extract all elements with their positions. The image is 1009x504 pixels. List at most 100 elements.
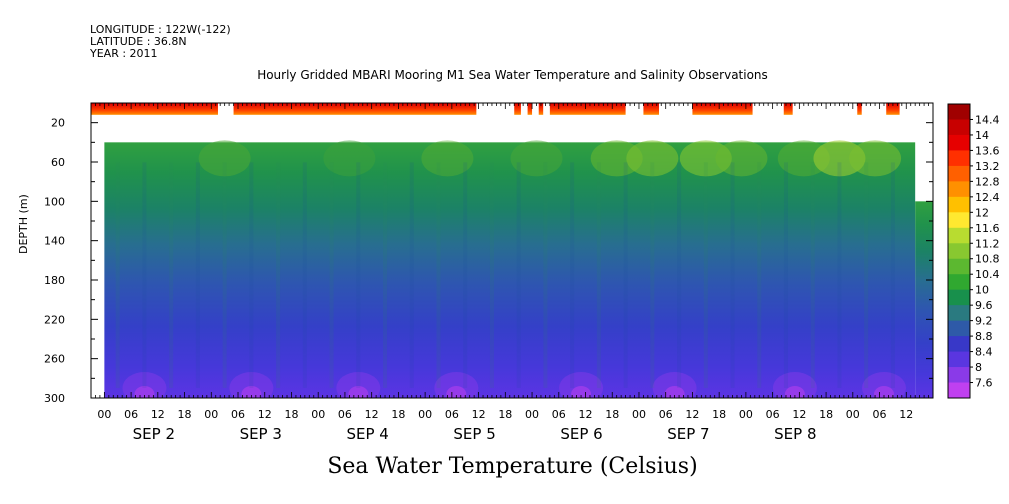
colorbar-band <box>948 289 970 306</box>
ripple-band <box>516 162 521 388</box>
x-hour-label: 00 <box>739 408 753 421</box>
colorbar-band <box>948 227 970 244</box>
colorbar-label: 10.8 <box>975 253 1000 266</box>
warm-plume-3 <box>510 140 563 177</box>
surface-segment-0 <box>91 103 218 115</box>
chart-title: Hourly Gridded MBARI Mooring M1 Sea Wate… <box>0 68 1009 82</box>
x-hour-label: 12 <box>365 408 379 421</box>
temperature-field-tail <box>915 201 933 398</box>
colorbar-band <box>948 320 970 337</box>
warm-plume-1 <box>323 140 376 177</box>
colorbar-band <box>948 351 970 368</box>
ripple-band <box>703 162 708 388</box>
ripple-band <box>276 162 281 388</box>
colorbar-band <box>948 258 970 275</box>
colorbar-band <box>948 134 970 151</box>
ripple-band <box>222 162 227 388</box>
x-hour-label: 12 <box>899 408 913 421</box>
y-tick-label: 260 <box>44 353 65 366</box>
colorbar-label: 11.6 <box>975 222 1000 235</box>
surface-segment-1 <box>233 103 477 115</box>
colorbar-frame <box>947 103 971 399</box>
cold-pocket-2 <box>336 372 381 398</box>
ripple-band <box>329 162 334 388</box>
x-hour-label: 06 <box>445 408 459 421</box>
ripple-band <box>596 162 601 388</box>
cold-pocket-0 <box>122 372 167 398</box>
ripple-band <box>249 162 254 388</box>
y-tick-label: 100 <box>44 195 65 208</box>
colorbar-label: 14.4 <box>975 113 1000 126</box>
x-hour-label: 00 <box>204 408 218 421</box>
surface-segment-3 <box>527 103 533 115</box>
colorbar-label: 8.8 <box>975 330 993 343</box>
x-hour-label: 00 <box>97 408 111 421</box>
colorbar-label: 13.2 <box>975 160 1000 173</box>
surface-segment-2 <box>514 103 521 115</box>
y-tick-label: 220 <box>44 313 65 326</box>
ripple-band <box>570 162 575 388</box>
colorbar-band <box>948 336 970 353</box>
variable-caption: Sea Water Temperature (Celsius) <box>0 454 1009 479</box>
x-day-label: SEP 8 <box>774 425 816 443</box>
colorbar-label: 14 <box>975 129 989 142</box>
warm-plume-8 <box>777 140 830 177</box>
cold-pocket-5 <box>652 372 697 398</box>
ripple-band <box>115 162 120 388</box>
ripple-band <box>650 162 655 388</box>
colorbar: 14.4 14 13.6 13.2 12.8 12.4 12 11.6 11.2 10.8 10.4… <box>947 103 1000 399</box>
colorbar-band <box>948 212 970 229</box>
ripple-band <box>489 162 494 388</box>
colorbar-label: 9.2 <box>975 315 993 328</box>
ripple-band <box>409 162 414 388</box>
ripple-band <box>810 162 815 388</box>
colorbar-label: 8 <box>975 361 982 374</box>
colorbar-label: 9.6 <box>975 299 993 312</box>
x-hour-label: 06 <box>873 408 887 421</box>
colorbar-label: 10.4 <box>975 268 1000 281</box>
ripple-band <box>864 162 869 388</box>
ripple-band <box>837 162 842 388</box>
warm-plume-6 <box>679 140 732 177</box>
x-hour-label: 18 <box>819 408 833 421</box>
surface-segment-7 <box>692 103 753 115</box>
surface-segment-4 <box>538 103 544 115</box>
ripple-band <box>543 162 548 388</box>
x-hour-label: 06 <box>766 408 780 421</box>
colorbar-band <box>948 165 970 182</box>
colorbar-band <box>948 382 970 399</box>
cold-pocket-7 <box>862 372 906 398</box>
colorbar-band <box>948 196 970 213</box>
x-hour-label: 00 <box>311 408 325 421</box>
ripple-band <box>757 162 762 388</box>
colorbar-label: 7.6 <box>975 377 993 390</box>
colorbar-band <box>948 367 970 384</box>
y-tick-label: 60 <box>51 156 65 169</box>
y-tick-label: 140 <box>44 235 65 248</box>
colorbar-band <box>948 119 970 136</box>
x-hour-label: 12 <box>151 408 165 421</box>
x-hour-label: 12 <box>685 408 699 421</box>
latitude-label: LATITUDE : 36.8N <box>90 35 187 48</box>
surface-segment-9 <box>857 103 862 115</box>
cold-core-0 <box>134 386 155 398</box>
ripple-band <box>142 162 147 388</box>
colorbar-band <box>948 243 970 260</box>
cold-pocket-3 <box>434 372 479 398</box>
x-hour-label: 18 <box>284 408 298 421</box>
colorbar-label: 8.4 <box>975 346 993 359</box>
ripple-band <box>383 162 388 388</box>
x-hour-label: 06 <box>659 408 673 421</box>
ripple-band <box>890 162 895 388</box>
location-metadata: LONGITUDE : 122W(-122) LATITUDE : 36.8N … <box>90 24 231 60</box>
x-hour-label: 18 <box>391 408 405 421</box>
x-hour-label: 12 <box>472 408 486 421</box>
colorbar-label: 12 <box>975 206 989 219</box>
cold-core-7 <box>873 386 894 398</box>
colorbar-label: 12.8 <box>975 175 1000 188</box>
y-tick-label: 300 <box>44 392 65 405</box>
surface-segment-8 <box>783 103 793 115</box>
cold-core-5 <box>664 386 685 398</box>
ripple-band <box>356 162 361 388</box>
